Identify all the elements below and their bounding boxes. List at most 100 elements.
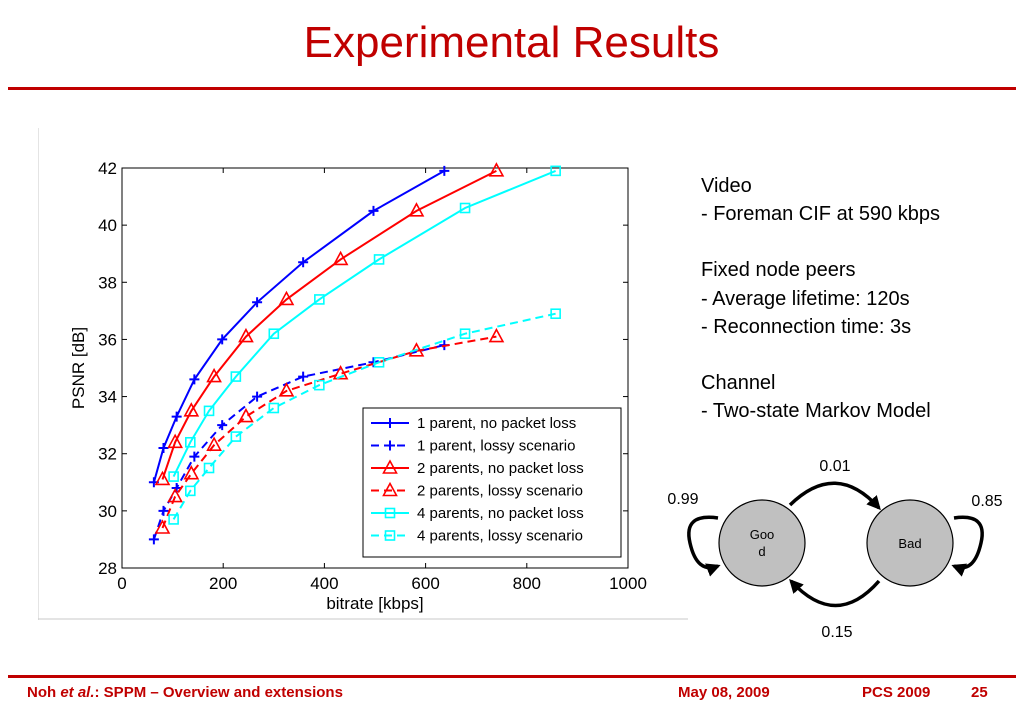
series-4-point [488, 327, 505, 343]
series-line-5 [172, 169, 556, 478]
channel-heading: Channel [701, 372, 776, 395]
series-3-point [167, 433, 183, 449]
series-6-point [203, 462, 215, 474]
y-tick-label: 36 [98, 330, 117, 349]
peers-lifetime: - Average lifetime: 120s [701, 287, 910, 310]
x-tick-label: 200 [209, 574, 237, 593]
x-tick-label: 800 [513, 574, 541, 593]
bad-self-probability: 0.85 [971, 493, 1002, 510]
good-self-probability: 0.99 [667, 491, 698, 508]
footer-etal: et al. [60, 684, 95, 701]
series-5-point [373, 254, 385, 265]
good-self-loop-arrow [687, 515, 721, 577]
series-4-point [332, 365, 349, 380]
series-3-point [278, 290, 295, 306]
video-heading: Video [701, 175, 752, 197]
good-to-bad-probability: 0.01 [819, 458, 850, 475]
markov-svg: Goo d Bad 0.01 0.15 0.99 0.85 [667, 458, 1002, 641]
series-1-point [439, 165, 450, 176]
series-1-point [368, 205, 379, 216]
series-4-point [238, 407, 254, 423]
bad-to-good-arrow [789, 578, 881, 608]
series-3-point [154, 470, 171, 486]
footer-page-number: 25 [971, 684, 988, 701]
series-2-point [158, 505, 169, 516]
series-3-point [238, 327, 254, 343]
series-3-point [206, 367, 222, 383]
series-5-point [268, 328, 280, 340]
bad-state-node [866, 499, 954, 587]
x-axis-label: bitrate [kbps] [326, 594, 423, 613]
footer-conference: PCS 2009 [862, 684, 931, 701]
series-4-point [408, 342, 425, 357]
series-6-point [373, 356, 385, 368]
series-4-point [183, 465, 200, 480]
series-6-point [185, 485, 196, 497]
channel-detail: - Two-state Markov Model [701, 400, 931, 423]
series-3-point [332, 250, 349, 266]
series-6-point [168, 514, 179, 525]
good-to-bad-arrow [788, 481, 881, 511]
series-4-point [278, 382, 295, 397]
legend-label-5: 4 parents, no packet loss [417, 505, 584, 522]
bad-to-good-probability: 0.15 [821, 624, 852, 641]
x-tick-label: 400 [310, 574, 338, 593]
series-6-point [268, 402, 280, 414]
y-tick-label: 32 [98, 445, 117, 464]
chart-svg: 0 200 400 600 800 1000 28 30 32 34 36 38 40 42 bitrate… [38, 128, 688, 620]
experiment-notes: Video - Foreman CIF at 590 kbps Fixed no… [701, 172, 940, 425]
legend-label-2: 1 parent, lossy scenario [417, 438, 575, 455]
slide-footer: Noh et al.: SPPM – Overview and extensio… [0, 684, 1023, 704]
good-state-node [718, 499, 806, 587]
legend-marker-2 [385, 440, 395, 451]
series-2-point [148, 534, 159, 545]
x-tick-label: 1000 [609, 574, 647, 593]
legend-label-4: 2 parents, lossy scenario [417, 483, 583, 500]
legend-marker-4 [382, 481, 398, 497]
x-tick-label: 600 [411, 574, 439, 593]
legend-marker-1 [385, 418, 395, 428]
x-tick-label: 0 [117, 574, 126, 593]
psnr-bitrate-chart: 0 200 400 600 800 1000 28 30 32 34 36 38 40 42 bitrate… [38, 128, 688, 620]
series-3-point [408, 202, 425, 217]
series-5-point [185, 436, 196, 448]
series-6-point [230, 431, 242, 442]
series-4-point [206, 436, 222, 451]
legend-box [362, 407, 622, 558]
series-2-point [252, 391, 263, 402]
series-5-point [550, 165, 561, 177]
notes-spacer [701, 341, 940, 369]
series-2-point [189, 451, 200, 462]
peers-reconnection: - Reconnection time: 3s [701, 315, 912, 338]
y-tick-label: 34 [98, 388, 117, 407]
series-1-point [189, 374, 200, 385]
series-1-point [171, 411, 182, 422]
bad-self-loop-arrow [951, 515, 984, 577]
footer-citation: Noh et al.: SPPM – Overview and extensio… [27, 684, 343, 701]
good-state-label-1: Goo [750, 527, 775, 542]
footer-author: Noh [27, 684, 61, 701]
footer-divider [8, 675, 1016, 678]
series-2-point [217, 420, 228, 431]
series-5-point [230, 371, 242, 382]
series-line-4 [161, 335, 497, 529]
title-divider [8, 87, 1016, 90]
legend-label-3: 2 parents, no packet loss [417, 460, 584, 477]
y-tick-label: 28 [98, 559, 117, 578]
y-tick-label: 30 [98, 502, 117, 521]
peers-heading: Fixed node peers [701, 259, 856, 282]
series-1-point [252, 297, 263, 308]
y-tick-label: 40 [98, 216, 117, 235]
series-4-point [167, 487, 183, 503]
legend-label-6: 4 parents, lossy scenario [417, 528, 583, 545]
series-3-point [488, 162, 505, 177]
footer-date: May 08, 2009 [678, 684, 770, 701]
legend-label-1: 1 parent, no packet loss [417, 415, 576, 432]
series-1-point [158, 443, 169, 453]
series-5-point [459, 202, 471, 214]
series-2-point [298, 371, 309, 382]
y-axis-label: PSNR [dB] [69, 327, 88, 409]
series-3-point [183, 402, 200, 417]
series-5-point [168, 471, 179, 482]
legend-marker-6 [384, 530, 396, 541]
